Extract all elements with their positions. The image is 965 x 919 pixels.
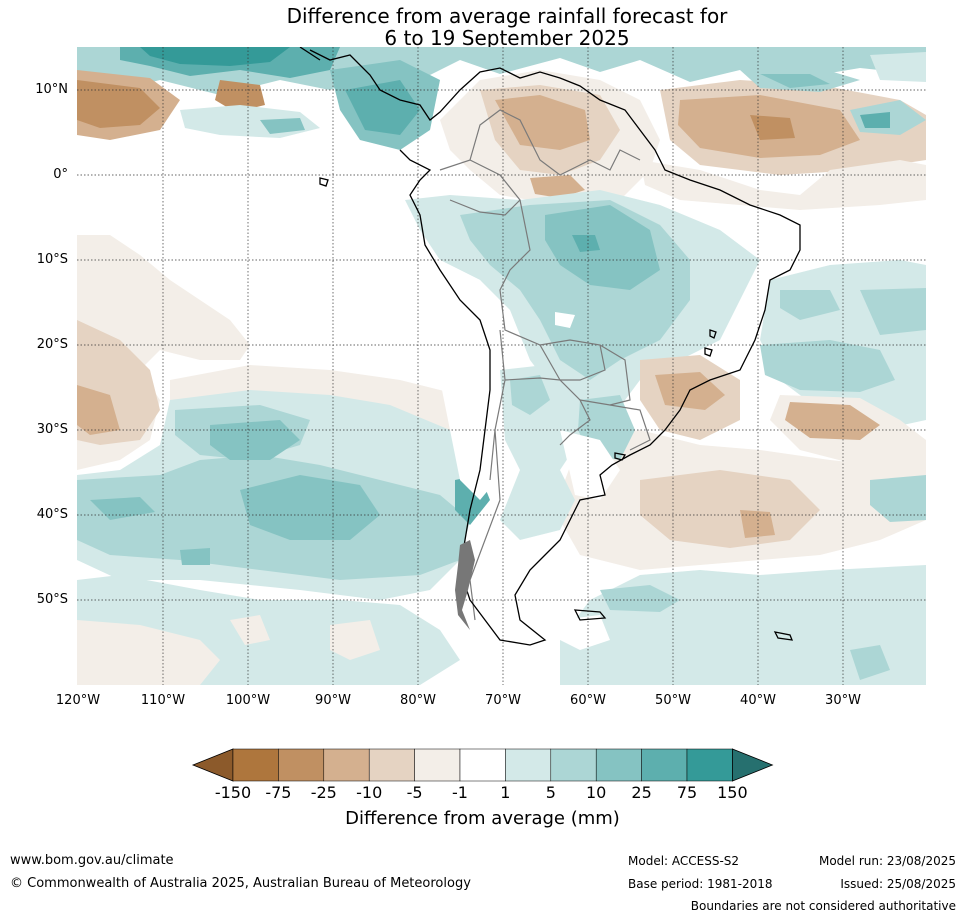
colorbar-tick-label: -10 bbox=[356, 783, 383, 802]
issued-text: Issued: 25/08/2025 bbox=[840, 877, 956, 891]
disclaimer-text: Boundaries are not considered authoritat… bbox=[690, 899, 956, 913]
lat-label-0: 0° bbox=[53, 167, 68, 182]
colorbar-segment bbox=[459, 748, 506, 782]
lat-label-20s: 20°S bbox=[36, 337, 68, 352]
coastlines bbox=[299, 47, 801, 646]
map-title-line-1: Difference from average rainfall forecas… bbox=[286, 4, 728, 28]
model-run-text: Model run: 23/08/2025 bbox=[818, 854, 956, 868]
colorbar-tick-label: -1 bbox=[452, 783, 468, 802]
lon-label-120w: 120°W bbox=[55, 693, 101, 708]
lat-label-50s: 50°S bbox=[36, 592, 68, 607]
base-period-text: Base period: 1981-2018 bbox=[628, 877, 773, 891]
lon-label-30w: 30°W bbox=[825, 693, 861, 708]
colorbar-tick-label: 5 bbox=[545, 783, 556, 802]
colorbar-arrow-high bbox=[732, 748, 774, 782]
map-title-line-2: 6 to 19 September 2025 bbox=[384, 26, 630, 50]
colorbar-segment bbox=[550, 748, 597, 782]
lon-label-100w: 100°W bbox=[225, 693, 271, 708]
graticule bbox=[77, 47, 926, 685]
colorbar-tick-label: -75 bbox=[265, 783, 292, 802]
colorbar-tick-label: 1 bbox=[500, 783, 511, 802]
lon-label-90w: 90°W bbox=[315, 693, 351, 708]
lon-label-110w: 110°W bbox=[140, 693, 186, 708]
lat-label-40s: 40°S bbox=[36, 507, 68, 522]
colorbar-tick-label: 25 bbox=[631, 783, 652, 802]
colorbar-segment bbox=[278, 748, 325, 782]
lon-label-70w: 70°W bbox=[485, 693, 521, 708]
colorbar-segment bbox=[368, 748, 415, 782]
website-link[interactable]: www.bom.gov.au/climate bbox=[10, 853, 174, 868]
colorbar-tick-label: -150 bbox=[214, 783, 252, 802]
lat-label-10n: 10°N bbox=[35, 82, 68, 97]
lon-label-50w: 50°W bbox=[655, 693, 691, 708]
colorbar-tick-label: 10 bbox=[586, 783, 607, 802]
colorbar-tick-label: -5 bbox=[406, 783, 423, 802]
model-text: Model: ACCESS-S2 bbox=[628, 854, 740, 868]
colorbar-tick-label: -25 bbox=[310, 783, 337, 802]
copyright-text: © Commonwealth of Australia 2025, Austra… bbox=[10, 876, 471, 891]
colorbar-title: Difference from average (mm) bbox=[345, 808, 620, 829]
lon-label-80w: 80°W bbox=[400, 693, 436, 708]
colorbar-segment bbox=[414, 748, 461, 782]
colorbar-segment bbox=[232, 748, 279, 782]
colorbar-tick-label: 150 bbox=[717, 783, 748, 802]
lon-label-40w: 40°W bbox=[740, 693, 776, 708]
colorbar-segments bbox=[191, 748, 774, 782]
lat-label-30s: 30°S bbox=[36, 422, 68, 437]
chile-fjords bbox=[455, 540, 475, 630]
colorbar-segment bbox=[505, 748, 552, 782]
colorbar-segment bbox=[686, 748, 733, 782]
colorbar-segment bbox=[641, 748, 688, 782]
colorbar-arrow-low bbox=[191, 748, 234, 782]
colorbar-tick-label: 75 bbox=[676, 783, 698, 802]
colorbar-segment bbox=[595, 748, 642, 782]
colorbar-segment bbox=[323, 748, 370, 782]
lat-label-10s: 10°S bbox=[36, 252, 68, 267]
lon-label-60w: 60°W bbox=[570, 693, 606, 708]
rainfall-anomaly-fields bbox=[77, 47, 926, 685]
country-borders bbox=[439, 109, 651, 621]
